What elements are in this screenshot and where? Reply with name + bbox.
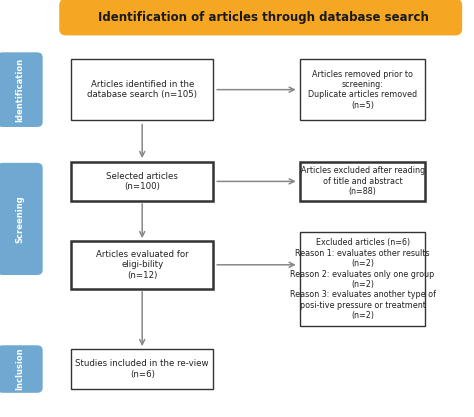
- Text: Inclusion: Inclusion: [16, 348, 24, 390]
- Text: Articles excluded after reading
of title and abstract
(n=88): Articles excluded after reading of title…: [301, 166, 425, 196]
- Text: Screening: Screening: [16, 195, 24, 243]
- FancyBboxPatch shape: [71, 241, 213, 289]
- Text: Articles evaluated for
eligi-bility
(n=12): Articles evaluated for eligi-bility (n=1…: [96, 250, 189, 280]
- Text: Selected articles
(n=100): Selected articles (n=100): [106, 172, 178, 191]
- FancyBboxPatch shape: [71, 162, 213, 201]
- FancyBboxPatch shape: [71, 59, 213, 120]
- FancyBboxPatch shape: [300, 59, 426, 120]
- Text: Excluded articles (n=6)
Reason 1: evaluates other results
(n=2)
Reason 2: evalua: Excluded articles (n=6) Reason 1: evalua…: [290, 239, 436, 320]
- Text: Identification: Identification: [16, 58, 24, 122]
- Text: Articles identified in the
database search (n=105): Articles identified in the database sear…: [87, 80, 197, 99]
- FancyBboxPatch shape: [71, 349, 213, 389]
- FancyBboxPatch shape: [300, 162, 426, 201]
- Text: Articles removed prior to
screening:
Duplicate articles removed
(n=5): Articles removed prior to screening: Dup…: [308, 70, 417, 110]
- FancyBboxPatch shape: [59, 0, 462, 35]
- Text: Studies included in the re-view
(n=6): Studies included in the re-view (n=6): [75, 359, 209, 379]
- FancyBboxPatch shape: [0, 52, 43, 127]
- FancyBboxPatch shape: [300, 233, 426, 326]
- FancyBboxPatch shape: [0, 345, 43, 393]
- Text: Identification of articles through database search: Identification of articles through datab…: [98, 10, 428, 24]
- FancyBboxPatch shape: [0, 163, 43, 275]
